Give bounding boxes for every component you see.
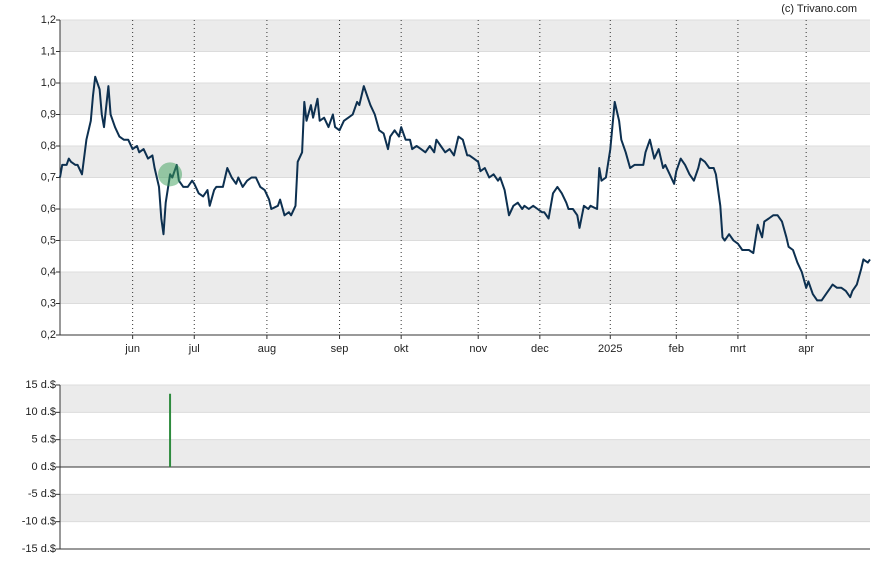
y-tick-label: -15 d.$ bbox=[22, 543, 56, 555]
x-tick-label: 2025 bbox=[598, 343, 622, 355]
x-tick-label: dec bbox=[531, 343, 549, 355]
y-tick-label: 5 d.$ bbox=[32, 434, 56, 446]
x-tick-label: apr bbox=[798, 343, 814, 355]
y-tick-label: 15 d.$ bbox=[25, 379, 56, 391]
y-tick-label: 1,0 bbox=[41, 77, 56, 89]
band bbox=[60, 209, 870, 241]
y-tick-label: 0,9 bbox=[41, 108, 56, 120]
y-tick-label: 0,3 bbox=[41, 297, 56, 309]
y-tick-label: 0,4 bbox=[41, 266, 56, 278]
y-tick-label: 0 d.$ bbox=[32, 461, 56, 473]
y-tick-label: 0,8 bbox=[41, 140, 56, 152]
band bbox=[60, 20, 870, 52]
band bbox=[60, 83, 870, 115]
x-tick-label: jul bbox=[188, 343, 200, 355]
y-tick-label: 0,2 bbox=[41, 329, 56, 341]
x-tick-label: mrt bbox=[730, 343, 746, 355]
price-line bbox=[59, 75, 871, 302]
event-marker bbox=[158, 162, 183, 187]
x-tick-label: feb bbox=[669, 343, 684, 355]
y-tick-label: -5 d.$ bbox=[28, 488, 56, 500]
y-tick-label: 1,2 bbox=[41, 14, 56, 26]
x-tick-label: nov bbox=[469, 343, 487, 355]
x-tick-label: okt bbox=[394, 343, 409, 355]
band bbox=[60, 494, 870, 522]
dividend-bar bbox=[169, 393, 172, 467]
y-tick-label: 1,1 bbox=[41, 45, 56, 57]
y-tick-label: -10 d.$ bbox=[22, 516, 56, 528]
x-tick-label: aug bbox=[258, 343, 276, 355]
x-tick-label: sep bbox=[331, 343, 349, 355]
band bbox=[60, 439, 870, 467]
y-tick-label: 10 d.$ bbox=[25, 406, 56, 418]
x-tick-label: jun bbox=[124, 343, 140, 355]
band bbox=[60, 385, 870, 413]
y-tick-label: 0,6 bbox=[41, 203, 56, 215]
y-tick-label: 0,7 bbox=[41, 171, 56, 183]
band bbox=[60, 272, 870, 304]
credit: (c) Trivano.com bbox=[781, 3, 857, 15]
y-tick-label: 0,5 bbox=[41, 234, 56, 246]
